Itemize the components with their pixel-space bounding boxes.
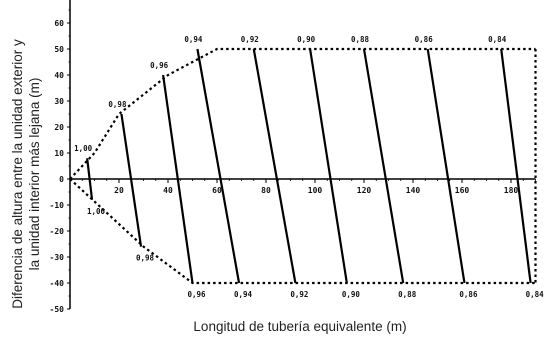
y-tick-label: 0 <box>59 175 64 184</box>
lower-line-label: 0,96 <box>187 290 206 299</box>
correction-line <box>196 48 241 284</box>
x-tick-label: 120 <box>357 186 372 195</box>
correction-lines <box>86 48 532 284</box>
lower-line-label: 0,86 <box>459 290 478 299</box>
correction-line <box>162 74 194 284</box>
x-tick-label: 20 <box>114 186 124 195</box>
y-axis-label: Diferencia de altura entre la unidad ext… <box>4 0 48 348</box>
upper-line-label: 0,94 <box>184 35 203 44</box>
y-axis-label-line-2: la unidad interior más lejana (m) <box>27 77 42 271</box>
lower-line-label: 0,84 <box>526 290 545 299</box>
x-tick-label: 180 <box>504 186 519 195</box>
y-tick-label: 20 <box>54 123 64 132</box>
correction-line <box>500 48 532 284</box>
x-tick-label: 140 <box>406 186 421 195</box>
correction-line <box>252 48 297 284</box>
x-axis-label: Longitud de tubería equivalente (m) <box>193 319 407 334</box>
lower-line-label: 0,90 <box>342 290 361 299</box>
upper-line-label: 0,90 <box>297 35 316 44</box>
correction-line <box>362 48 405 284</box>
upper-line-label: 0,98 <box>108 100 127 109</box>
x-tick-label: 160 <box>455 186 470 195</box>
boundary-dotted <box>69 47 537 285</box>
x-tick-label: 40 <box>163 186 173 195</box>
y-tick-label: 60 <box>54 19 64 28</box>
lower-line-label: 0,88 <box>398 290 417 299</box>
lower-line-label: 0,92 <box>290 290 308 299</box>
line-labels: 1,00 1,00 0,98 0,98 0,96 0,96 0,94 0,94 0,92 0,92… <box>74 35 544 299</box>
y-tick-label: 50 <box>54 45 64 54</box>
y-tick-label: 30 <box>54 97 64 106</box>
y-tick-label: 10 <box>54 149 64 158</box>
correction-line <box>120 113 143 247</box>
y-tick-label: -40 <box>50 279 65 288</box>
correction-line <box>426 48 466 284</box>
lower-line-label: 1,00 <box>87 207 106 216</box>
correction-line <box>309 48 348 284</box>
correction-line <box>86 158 94 200</box>
upper-line-label: 0,96 <box>150 61 169 70</box>
x-tick-label: 100 <box>308 186 323 195</box>
x-tick-label: 80 <box>261 186 271 195</box>
y-axis-label-line-1: Diferencia de altura entre la unidad ext… <box>10 39 25 309</box>
x-tick-label: 60 <box>212 186 222 195</box>
y-tick-label: -10 <box>50 201 65 210</box>
lower-line-label: 0,94 <box>234 290 253 299</box>
lower-boundary <box>69 178 536 285</box>
y-tick-label: -50 <box>50 305 65 314</box>
upper-line-label: 0,88 <box>351 35 370 44</box>
y-tick-label: -30 <box>50 253 65 262</box>
upper-boundary <box>69 47 536 180</box>
upper-line-label: 0,92 <box>241 35 259 44</box>
upper-line-label: 0,84 <box>488 35 507 44</box>
y-tick-label: -20 <box>50 227 65 236</box>
y-tick-label: 40 <box>54 71 64 80</box>
axes: 806050403020100-10-20-30-40-502040608010… <box>50 0 536 314</box>
upper-line-label: 1,00 <box>74 144 93 153</box>
lower-line-label: 0,98 <box>136 254 155 263</box>
upper-line-label: 0,86 <box>415 35 434 44</box>
